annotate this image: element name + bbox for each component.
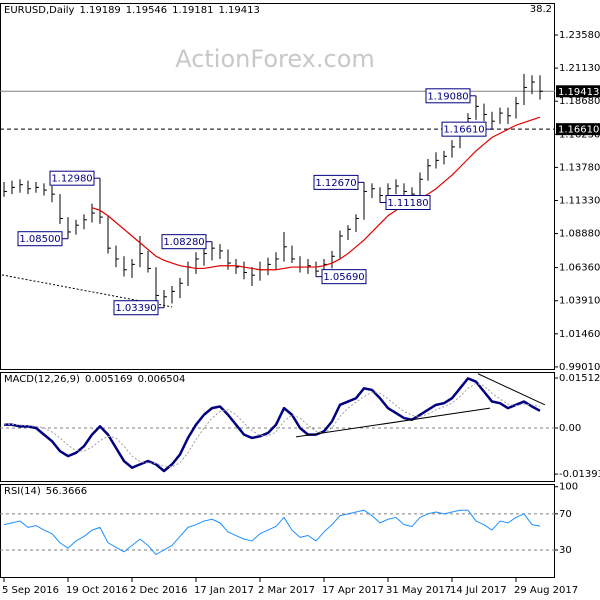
y-tick-label: 0.01512 (559, 373, 600, 384)
y-tick-label: 1.08880 (559, 229, 600, 240)
annotation-box (313, 174, 359, 190)
corner-value: 38.2 (530, 4, 552, 15)
annotation-box (441, 121, 487, 137)
indicator-line (4, 377, 541, 473)
y-tick-label: 1.23580 (559, 30, 600, 41)
annotation-box (113, 300, 159, 316)
panel-title-name: RSI(14) (4, 486, 41, 497)
price-label: 1.19413 (558, 87, 599, 98)
y-tick-label: 1.18680 (559, 96, 600, 107)
y-tick-label: 30 (559, 545, 572, 556)
annotation-box (161, 234, 207, 250)
panel-title-value: 1.19189 (79, 5, 120, 16)
annotation-label: 1.08280 (163, 237, 204, 248)
annotation-label: 1.12670 (315, 178, 356, 189)
annotation-label: 1.19080 (427, 91, 468, 102)
x-tick-label: 2 Dec 2016 (130, 585, 188, 596)
price-label: 1.16610 (558, 125, 599, 136)
x-tick-label: 17 Apr 2017 (322, 585, 384, 596)
y-tick-label: 1.03910 (559, 296, 600, 307)
indicator-line (3, 509, 541, 555)
moving-average (91, 116, 541, 271)
panel-title-value: 1.19546 (126, 5, 167, 16)
panel-title: EURUSD,Daily 1.19189 1.19546 1.19181 1.19413 (4, 5, 260, 16)
annotation-box (425, 88, 471, 104)
y-tick-label: 1.13780 (559, 162, 600, 173)
annotation-label: 1.03390 (115, 303, 156, 314)
x-tick-label: 2 Mar 2017 (258, 585, 315, 596)
x-tick-label: 31 May 2017 (386, 585, 451, 596)
trend-line (477, 373, 546, 406)
panel-title: RSI(14) 56.3666 (4, 486, 87, 497)
annotation-label: 1.11180 (387, 198, 428, 209)
annotation-label: 1.12980 (51, 174, 92, 185)
x-tick-label: 14 Jul 2017 (450, 585, 507, 596)
annotation-box (17, 231, 63, 247)
x-tick-label: 17 Jan 2017 (194, 585, 254, 596)
x-tick-label: 29 Aug 2017 (514, 585, 578, 596)
annotation-box (385, 195, 431, 211)
watermark: ActionForex.com (175, 45, 375, 73)
price-label-box (556, 85, 600, 98)
panel-title-value: 1.19413 (219, 5, 260, 16)
panel-title-value: 0.005169 (85, 374, 133, 385)
y-tick-label: 70 (559, 509, 572, 520)
annotation-box (49, 170, 95, 186)
panel-title-value: 0.006504 (138, 374, 186, 385)
indicator-line (3, 382, 541, 468)
x-tick-label: 5 Sep 2016 (2, 585, 59, 596)
y-tick-label: 1.01460 (559, 329, 600, 340)
panel-title-value: 1.19181 (172, 5, 213, 16)
price-label-box (556, 123, 600, 136)
annotation-box (321, 269, 367, 285)
panel-title-name: MACD(12,26,9) (4, 374, 80, 385)
annotation-label: 1.08500 (19, 234, 60, 245)
y-tick-label: 0.99010 (559, 362, 600, 373)
y-tick-label: 1.11330 (559, 195, 600, 206)
x-tick-label: 19 Oct 2016 (66, 585, 128, 596)
annotation-label: 1.05690 (323, 272, 364, 283)
panel-title-name: EURUSD,Daily (4, 5, 75, 16)
panel-frame (0, 372, 555, 482)
y-tick-label: 1.06360 (559, 263, 600, 274)
panel-title: MACD(12,26,9) 0.005169 0.006504 (4, 374, 185, 385)
panel-title-value: 56.3666 (46, 486, 87, 497)
y-tick-label: -0.013938 (559, 469, 600, 480)
trend-line (295, 407, 491, 438)
panel-frame (0, 3, 555, 370)
annotation-label: 1.16610 (443, 125, 484, 136)
panel-frame (0, 484, 555, 578)
y-tick-label: 0.00 (559, 423, 581, 434)
y-tick-label: 100 (559, 482, 578, 493)
y-tick-label: 1.21130 (559, 63, 600, 74)
